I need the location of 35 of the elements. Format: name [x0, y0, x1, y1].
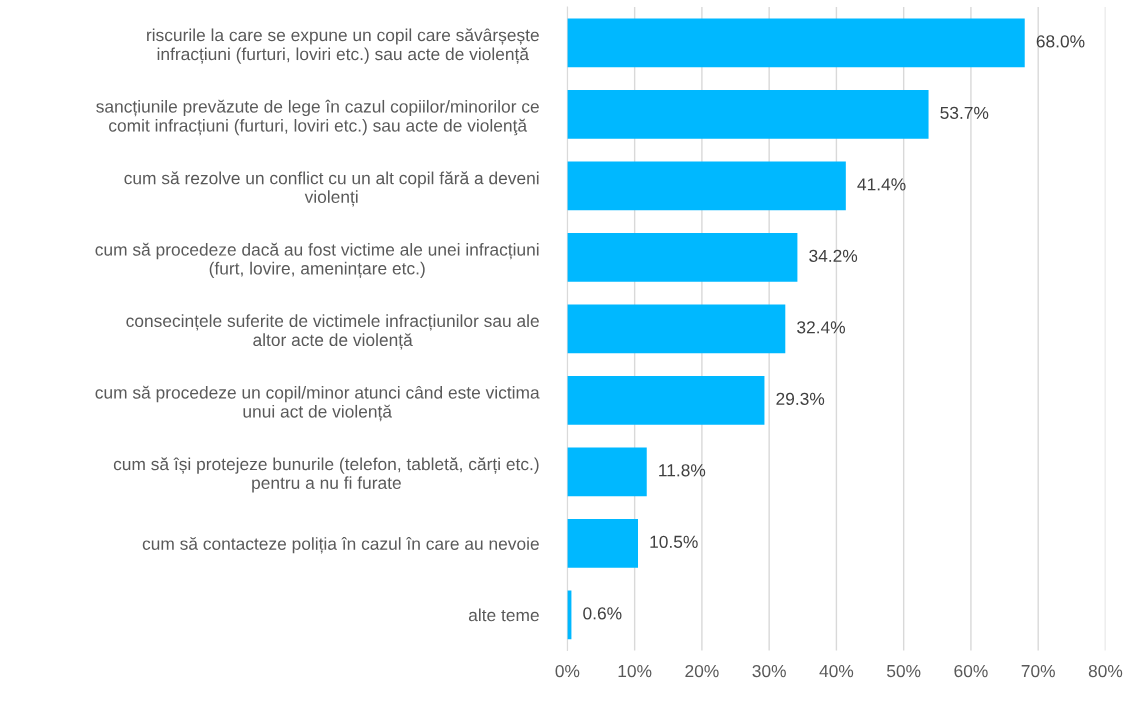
x-tick-label: 80% — [1088, 664, 1123, 678]
y-tick-label: riscurile la care se expune un copil care săvârșește infracțiuni (furturi, loviri etc.) sau acte de violență — [147, 28, 539, 64]
bar — [567, 519, 638, 568]
data-label: 34.2% — [809, 249, 858, 262]
bar — [567, 90, 929, 139]
data-label: 53.7% — [940, 106, 989, 120]
x-tick-label: 60% — [954, 664, 988, 678]
x-tick-label: 20% — [685, 664, 719, 678]
y-tick-label: cum să rezolve un conflict cu un alt copil fără a deveni violenți — [124, 171, 539, 207]
data-label: 0.6% — [583, 607, 622, 620]
x-tick-label: 10% — [618, 664, 652, 678]
y-tick-label: sancțiunile prevăzute de lege în cazul copiilor/minorilor ce comit infracțiuni (furturi, loviri etc.) sau acte de violenţă — [96, 99, 539, 136]
y-tick-label: consecințele suferite de victimele infracțiunilor sau ale altor acte de violență — [126, 314, 539, 350]
y-tick-label: alte teme — [468, 608, 539, 622]
x-tick-label: 50% — [886, 664, 921, 678]
data-label: 10.5% — [650, 535, 698, 548]
bar — [567, 161, 846, 211]
bar — [567, 18, 1025, 68]
bar — [567, 376, 765, 425]
data-label: 41.4% — [857, 178, 906, 191]
data-label: 68.0% — [1036, 35, 1085, 48]
data-label: 32.4% — [797, 321, 846, 334]
bar — [567, 233, 798, 282]
x-tick-label: 40% — [819, 664, 854, 678]
y-tick-label: cum să procedeze un copil/minor atunci când este victima unui act de violență — [95, 385, 540, 422]
x-tick-label: 0% — [555, 664, 580, 678]
x-tick-label: 30% — [752, 664, 786, 678]
bar — [567, 304, 786, 354]
bar — [567, 447, 647, 497]
y-tick-label: cum să contacteze poliția în cazul în care au nevoie — [142, 536, 539, 554]
y-tick-label: cum să procedeze dacă au fost victime ale unei infracțiuni (furt, lovire, amenințare etc.) — [95, 242, 539, 279]
y-tick-label: cum să își protejeze bunurile (telefon, tabletă, cărți etc.) pentru a nu fi furate — [113, 457, 539, 493]
data-label: 11.8% — [659, 464, 706, 477]
x-tick-label: 70% — [1021, 664, 1055, 678]
data-label: 29.3% — [776, 392, 825, 405]
